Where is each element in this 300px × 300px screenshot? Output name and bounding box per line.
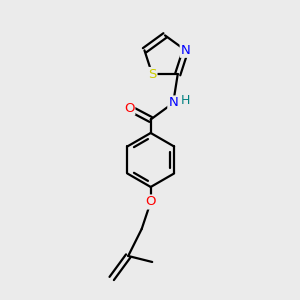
Text: O: O xyxy=(124,102,134,115)
Text: O: O xyxy=(146,196,156,208)
Text: N: N xyxy=(168,97,178,110)
Text: N: N xyxy=(181,44,190,57)
Text: H: H xyxy=(181,94,190,107)
Text: S: S xyxy=(148,68,157,81)
